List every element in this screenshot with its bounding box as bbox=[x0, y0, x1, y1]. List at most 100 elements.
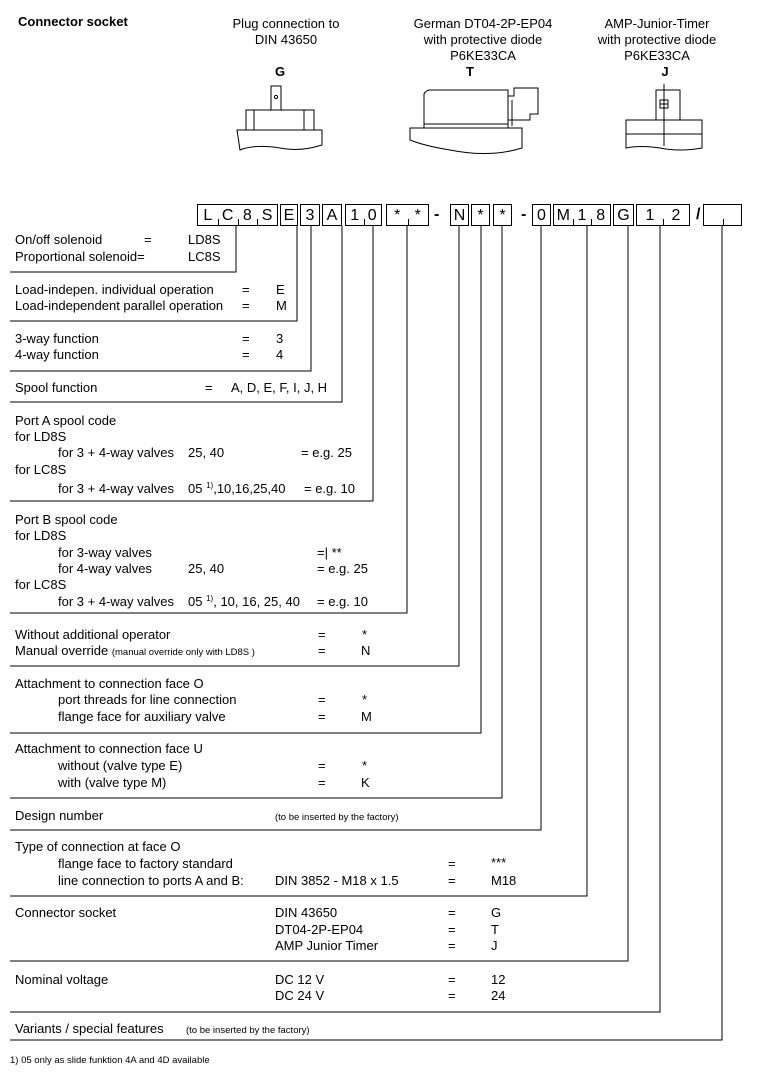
code-box-face-o: * bbox=[471, 204, 490, 226]
code-char: 1 bbox=[572, 205, 592, 225]
row-value: M18 bbox=[491, 873, 517, 888]
code-char: * bbox=[407, 205, 429, 225]
row-value: 24 bbox=[491, 988, 506, 1003]
connector-line bbox=[10, 226, 408, 614]
section-title: Attachment to connection face U bbox=[15, 741, 203, 756]
code-char: 8 bbox=[591, 205, 610, 225]
row-value: 12 bbox=[491, 972, 506, 987]
section-title: Attachment to connection face O bbox=[15, 676, 204, 691]
plug-t-drawing bbox=[409, 87, 539, 155]
connector-code: G bbox=[274, 64, 286, 79]
row-spec: DIN 43650 bbox=[275, 905, 338, 920]
connector-line bbox=[10, 226, 312, 372]
row-label: for 3 + 4-way valves bbox=[58, 481, 174, 496]
row-eq: = bbox=[318, 775, 326, 790]
row-label: Proportional solenoid= bbox=[15, 249, 145, 264]
code-dash: - bbox=[434, 206, 440, 223]
row-label: for LC8S bbox=[15, 577, 67, 592]
code-char: * bbox=[499, 207, 506, 224]
row-value: = e.g. 25 bbox=[317, 561, 368, 576]
code-box-spool: A bbox=[322, 204, 342, 226]
row-label: Design number bbox=[15, 808, 104, 823]
header-title: Connector socket bbox=[18, 14, 128, 29]
row-label: On/off solenoid bbox=[15, 232, 103, 247]
row-label: flange face to factory standard bbox=[58, 856, 233, 871]
row-eq: = bbox=[448, 856, 456, 871]
row-value: LD8S bbox=[188, 232, 221, 247]
code-char: N bbox=[453, 207, 466, 224]
row-value: A, D, E, F, I, J, H bbox=[231, 380, 328, 395]
code-char bbox=[722, 205, 742, 225]
row-value: K bbox=[361, 775, 370, 790]
row-label: Variants / special features bbox=[15, 1021, 164, 1036]
row-note: (to be inserted by the factory) bbox=[186, 1025, 310, 1036]
row-note: (to be inserted by the factory) bbox=[275, 812, 399, 823]
option-text: 05 bbox=[188, 594, 203, 609]
row-options: 05 1), 10, 16, 25, 40 bbox=[188, 594, 300, 610]
row-eq: = bbox=[205, 380, 213, 395]
row-label: with (valve type M) bbox=[58, 775, 167, 790]
row-eq: = bbox=[448, 905, 456, 920]
plug-g-drawing bbox=[236, 85, 323, 151]
code-char: S bbox=[257, 205, 277, 225]
code-char: 0 bbox=[363, 205, 382, 225]
row-options: 05 1),10,16,25,40 bbox=[188, 481, 286, 497]
row-label: for 3-way valves bbox=[58, 545, 152, 560]
row-value: G bbox=[491, 905, 502, 920]
code-slash: / bbox=[696, 206, 701, 223]
row-eq: = bbox=[318, 627, 326, 642]
row-eq: = bbox=[242, 347, 250, 362]
connector-desc: Plug connection to bbox=[232, 16, 340, 31]
label-note: (manual override only with LD8S ) bbox=[111, 647, 255, 658]
row-label: flange face for auxiliary valve bbox=[58, 709, 226, 724]
connector-desc: with protective diode bbox=[423, 32, 543, 47]
code-box-operation: E bbox=[280, 204, 298, 226]
connector-desc: AMP-Junior-Timer bbox=[604, 16, 710, 31]
code-char: 0 bbox=[537, 207, 546, 224]
code-box-variants bbox=[703, 204, 742, 226]
row-value: M bbox=[361, 709, 372, 724]
connector-line bbox=[10, 226, 482, 734]
connector-line bbox=[10, 226, 237, 273]
connector-line bbox=[10, 226, 374, 502]
code-char: G bbox=[617, 207, 630, 224]
row-eq: = bbox=[448, 972, 456, 987]
code-box-design: 0 bbox=[532, 204, 551, 226]
code-char: 2 bbox=[663, 205, 689, 225]
row-label: for 4-way valves bbox=[58, 561, 152, 576]
row-label: for LD8S bbox=[15, 429, 67, 444]
section-title: Port A spool code bbox=[15, 413, 117, 428]
row-value: N bbox=[361, 643, 371, 658]
code-box-face-u: * bbox=[493, 204, 512, 226]
connector-desc: P6KE33CA bbox=[450, 48, 516, 63]
row-spec: DIN 3852 - M18 x 1.5 bbox=[275, 873, 399, 888]
row-label: Without additional operator bbox=[15, 627, 171, 642]
option-text: ,10,16,25,40 bbox=[213, 481, 286, 496]
connector-line bbox=[10, 226, 723, 1041]
row-value: = e.g. 10 bbox=[317, 594, 368, 609]
connector-desc: DIN 43650 bbox=[254, 32, 318, 47]
row-value: 3 bbox=[276, 331, 284, 346]
code-char: 1 bbox=[350, 207, 360, 224]
code-char: L bbox=[203, 207, 213, 224]
connector-line bbox=[10, 226, 503, 799]
connector-line bbox=[10, 226, 298, 322]
row-value: =| ** bbox=[317, 545, 342, 560]
row-value: LC8S bbox=[188, 249, 221, 264]
row-eq: = bbox=[448, 938, 456, 953]
row-label: Nominal voltage bbox=[15, 972, 109, 987]
row-value: * bbox=[362, 758, 368, 773]
row-label: for 3 + 4-way valves bbox=[58, 594, 174, 609]
row-label: Load-indepen. individual operation bbox=[15, 282, 214, 297]
row-label: for LC8S bbox=[15, 462, 67, 477]
row-eq: = bbox=[242, 298, 250, 313]
row-label: without (valve type E) bbox=[58, 758, 183, 773]
section-title: Type of connection at face O bbox=[15, 839, 181, 854]
footnote-ref: 1) bbox=[206, 594, 214, 603]
code-char bbox=[704, 205, 723, 225]
code-box-operator: N bbox=[450, 204, 469, 226]
code-box-way: 3 bbox=[300, 204, 320, 226]
